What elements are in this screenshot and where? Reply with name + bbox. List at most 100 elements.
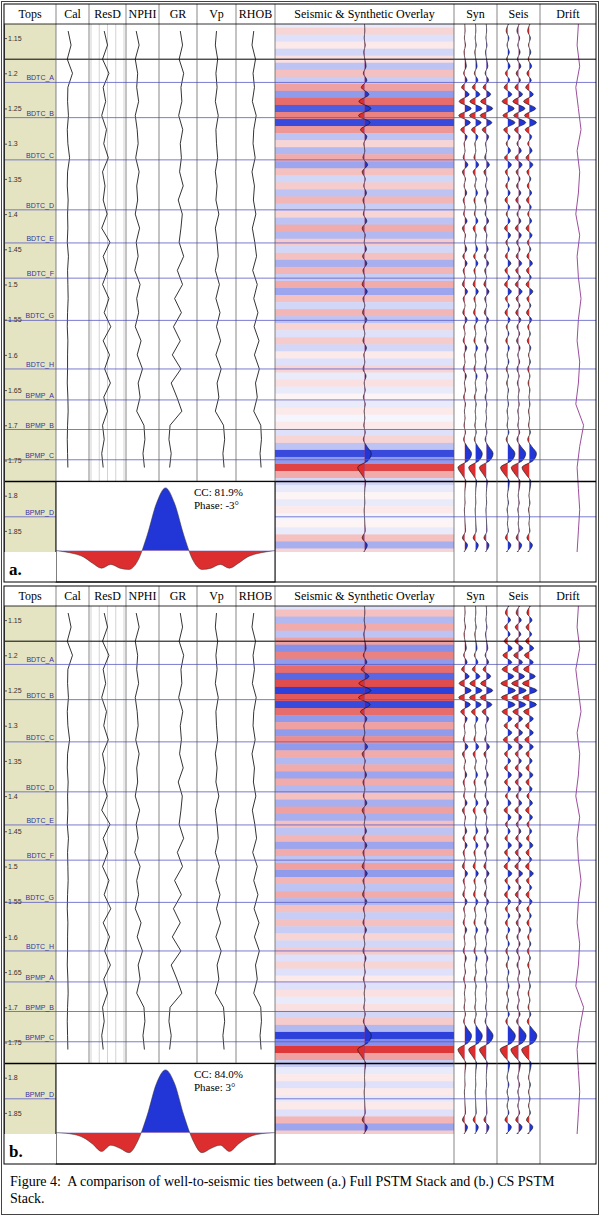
log-curve [135, 31, 145, 467]
wavelet-negative [56, 551, 275, 570]
column-separator [275, 4, 276, 24]
negative-fill [511, 606, 519, 1134]
drift-curve [576, 24, 584, 552]
panel-frame [4, 586, 596, 1164]
trace-line [522, 24, 536, 552]
tick-label: 1.35 [8, 758, 22, 765]
log-curve [102, 31, 111, 467]
annotation: Phase: 3° [194, 1081, 235, 1093]
tick: 1.25 [4, 105, 22, 112]
top-line [275, 159, 596, 160]
top-line [275, 1011, 596, 1012]
top-line [275, 860, 596, 861]
trace-line [358, 24, 372, 552]
panel-label: a. [9, 560, 22, 579]
wavelet-box [56, 1064, 275, 1164]
top-line [275, 981, 596, 982]
tick-label: 1.85 [8, 528, 22, 535]
tick: 1.35 [4, 758, 22, 765]
tick: 1.15 [4, 35, 22, 42]
column-header: Seis [508, 589, 528, 603]
column-separator [236, 586, 237, 606]
column-header: Tops [18, 7, 41, 21]
negative-fill [479, 606, 486, 1134]
positive-fill [476, 24, 483, 552]
column-separator [126, 586, 127, 1064]
column-header: ResD [94, 589, 121, 603]
column-separator [197, 4, 198, 482]
tick-label: 1.45 [8, 828, 22, 835]
top-line [275, 429, 596, 430]
trace-line [511, 606, 526, 1134]
column-separator [197, 586, 198, 606]
header-line [4, 606, 596, 607]
tick-label: 1.65 [8, 969, 22, 976]
top-name: BDTC_A [26, 74, 54, 82]
time-axis: 1.151.21.251.31.351.41.451.51.551.61.651… [4, 607, 22, 1135]
top-line [275, 699, 596, 700]
tick: 1.6 [4, 352, 18, 359]
tick-label: 1.3 [8, 722, 18, 729]
top-name: BDTC_B [26, 692, 54, 700]
seismic-trace [522, 24, 536, 552]
column-header: Syn [466, 589, 485, 603]
caption: Figure 4: A comparison of well-to-seismi… [10, 1174, 555, 1206]
top-name: BPMP_C [25, 452, 54, 460]
label-strip [4, 1134, 56, 1164]
top-name: BPMP_A [26, 392, 55, 400]
top-name: BDTC_D [26, 202, 54, 210]
negative-fill [500, 606, 508, 1134]
trace-line [479, 24, 493, 552]
annotation: Phase: -3° [194, 499, 239, 511]
annotation: CC: 84.0% [194, 1068, 243, 1080]
column-separator [159, 4, 160, 482]
column-separator [540, 4, 541, 582]
seismic-trace [511, 24, 525, 552]
column-header: GR [170, 589, 187, 603]
column-header: NPHI [128, 7, 156, 21]
top-line [275, 791, 596, 792]
column-separator [159, 586, 160, 606]
trace-line [469, 606, 483, 1134]
top-line [275, 278, 596, 279]
top-name: BDTC_C [26, 734, 54, 742]
top-line [4, 699, 56, 700]
column-header: Cal [64, 7, 81, 21]
column-header: Drift [556, 589, 580, 603]
tick: 1.65 [4, 969, 22, 976]
log-curve [215, 613, 224, 1049]
log-curve [67, 31, 72, 467]
synthetic-trace [479, 606, 493, 1134]
caption-line: Figure 4: A comparison of well-to-seismi… [10, 1174, 555, 1190]
tick: 1.2 [4, 70, 18, 77]
negative-fill [358, 606, 365, 1134]
positive-fill [365, 24, 372, 552]
tick-label: 1.8 [8, 1074, 18, 1081]
tick-label: 1.8 [8, 492, 18, 499]
tick: 1.65 [4, 387, 22, 394]
log-curve [102, 613, 111, 1049]
log-curve [252, 31, 261, 467]
top-line [4, 824, 56, 825]
wavelet [56, 488, 275, 570]
positive-fill [365, 606, 372, 1134]
log-curve [169, 31, 184, 467]
column-header: Tops [18, 589, 41, 603]
top-name: BDTC_A [26, 656, 54, 664]
top-line [275, 459, 596, 460]
grid-line [124, 606, 125, 1064]
tick: 1.5 [4, 281, 18, 288]
column-separator [497, 586, 498, 606]
grid-line [99, 606, 100, 1064]
positive-fill [476, 606, 483, 1134]
tick: 1.25 [4, 687, 22, 694]
log-curve [252, 613, 261, 1049]
negative-fill [511, 24, 518, 552]
top-name: BDTC_F [27, 270, 54, 278]
column-separator [540, 4, 541, 24]
tick: 1.3 [4, 140, 18, 147]
trace-line [501, 24, 515, 552]
positive-fill [529, 606, 537, 1134]
column-separator [236, 4, 237, 482]
tick-label: 1.35 [8, 176, 22, 183]
